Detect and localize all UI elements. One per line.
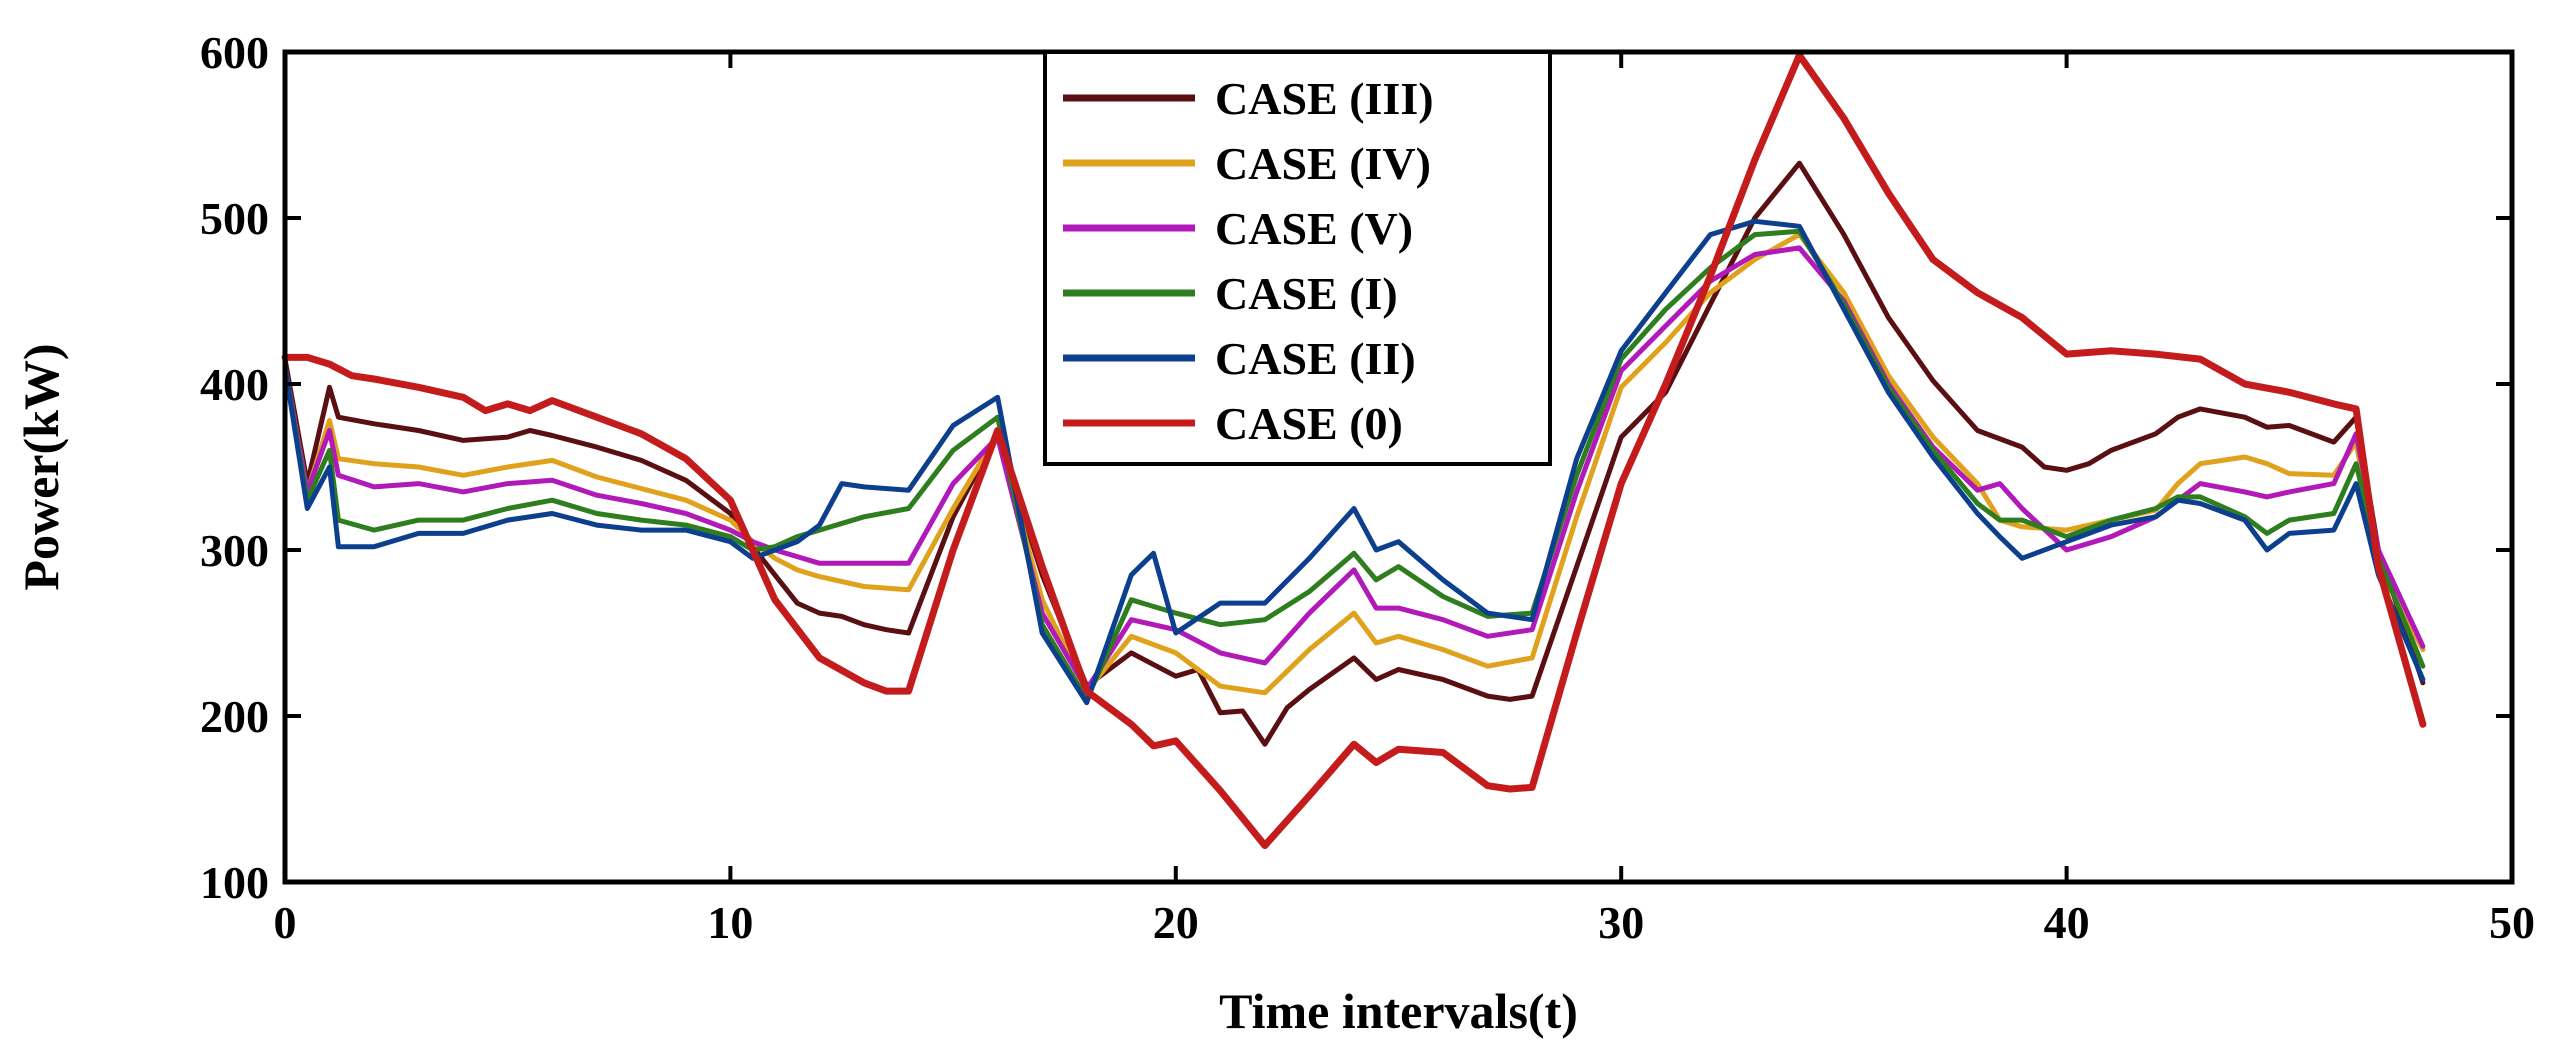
y-tick-label: 300 <box>200 525 269 576</box>
x-tick-label: 30 <box>1598 897 1644 948</box>
x-tick-label: 40 <box>2044 897 2090 948</box>
y-tick-label: 100 <box>200 857 269 908</box>
legend-box <box>1043 50 1552 466</box>
y-tick-label: 600 <box>200 27 269 78</box>
y-tick-label: 200 <box>200 691 269 742</box>
series-layer <box>281 51 2427 849</box>
ticks-layer: 0 10 20 30 40 50 100 200 300 400 500 600 <box>200 27 2535 948</box>
series-line-5 <box>282 218 2426 706</box>
x-axis-title: Time intervals(t) <box>1219 983 1578 1039</box>
series-line-3 <box>282 245 2426 692</box>
series-line-1 <box>282 160 2426 747</box>
x-tick-label: 10 <box>707 897 753 948</box>
legend-label: CASE (0) <box>1215 398 1403 449</box>
y-axis-title: Power(kW) <box>13 343 69 590</box>
x-tick-label: 50 <box>2489 897 2535 948</box>
legend-label: CASE (II) <box>1215 333 1416 384</box>
legend-label: CASE (I) <box>1215 268 1398 319</box>
legend: CASE (III) CASE (IV) CASE (V) CASE (I) CASE … <box>1043 50 1552 466</box>
legend-label: CASE (III) <box>1215 73 1434 124</box>
y-tick-label: 400 <box>200 359 269 410</box>
legend-label: CASE (V) <box>1215 203 1413 254</box>
series-line-6 <box>281 51 2427 849</box>
x-tick-label: 20 <box>1153 897 1199 948</box>
legend-label: CASE (IV) <box>1215 138 1431 189</box>
x-tick-label: 0 <box>274 897 297 948</box>
series-line-4 <box>282 228 2426 702</box>
y-tick-label: 500 <box>200 193 269 244</box>
